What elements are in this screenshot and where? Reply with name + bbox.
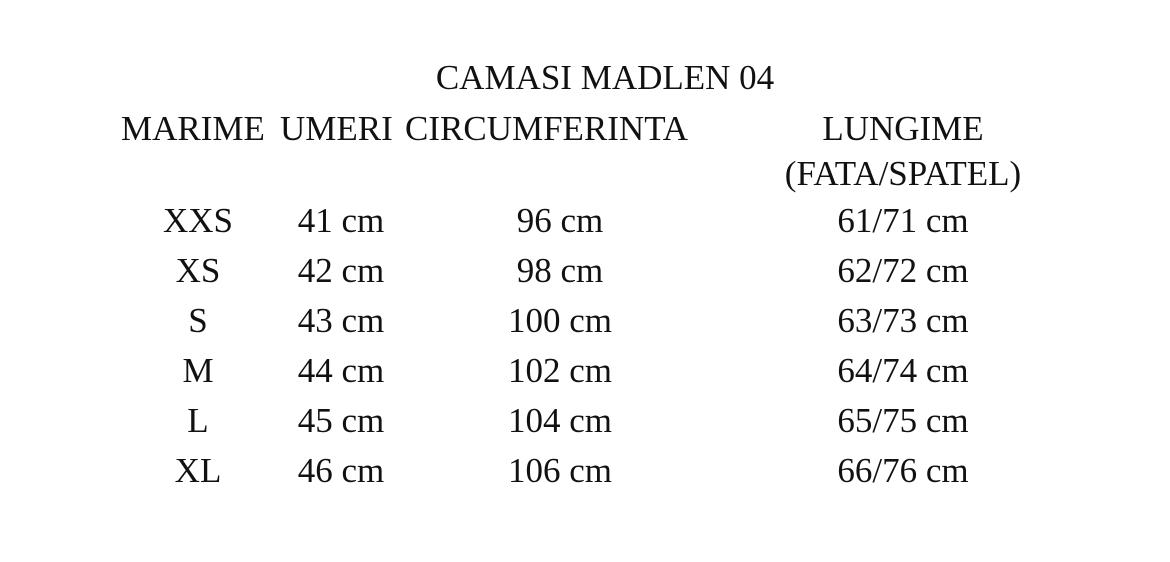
cell-shoulders: 45 cm [297,401,385,440]
header-size: MARIME [121,109,265,148]
header-length: LUNGIME [822,109,984,148]
header-shoulders: UMERI [280,109,393,148]
cell-circumference: 98 cm [516,251,604,290]
cell-size: M [182,351,214,390]
cell-circumference: 104 cm [507,401,613,440]
cell-length: 65/75 cm [837,401,969,440]
cell-circumference: 102 cm [507,351,613,390]
cell-size: XS [175,251,221,290]
cell-length: 63/73 cm [837,301,969,340]
chart-title: CAMASI MADLEN 04 [435,58,775,97]
cell-shoulders: 42 cm [297,251,385,290]
cell-size: XL [174,451,222,490]
header-circumference: CIRCUMFERINTA [405,109,689,148]
cell-length: 66/76 cm [837,451,969,490]
cell-shoulders: 44 cm [297,351,385,390]
cell-length: 64/74 cm [837,351,969,390]
cell-shoulders: 46 cm [297,451,385,490]
cell-size: S [188,301,208,340]
cell-shoulders: 41 cm [297,201,385,240]
cell-length: 62/72 cm [837,251,969,290]
header-length-sub: (FATA/SPATEL) [784,154,1022,193]
cell-circumference: 96 cm [516,201,604,240]
cell-shoulders: 43 cm [297,301,385,340]
cell-circumference: 100 cm [507,301,613,340]
cell-circumference: 106 cm [507,451,613,490]
cell-size: XXS [162,201,234,240]
cell-size: L [187,401,209,440]
cell-length: 61/71 cm [837,201,969,240]
